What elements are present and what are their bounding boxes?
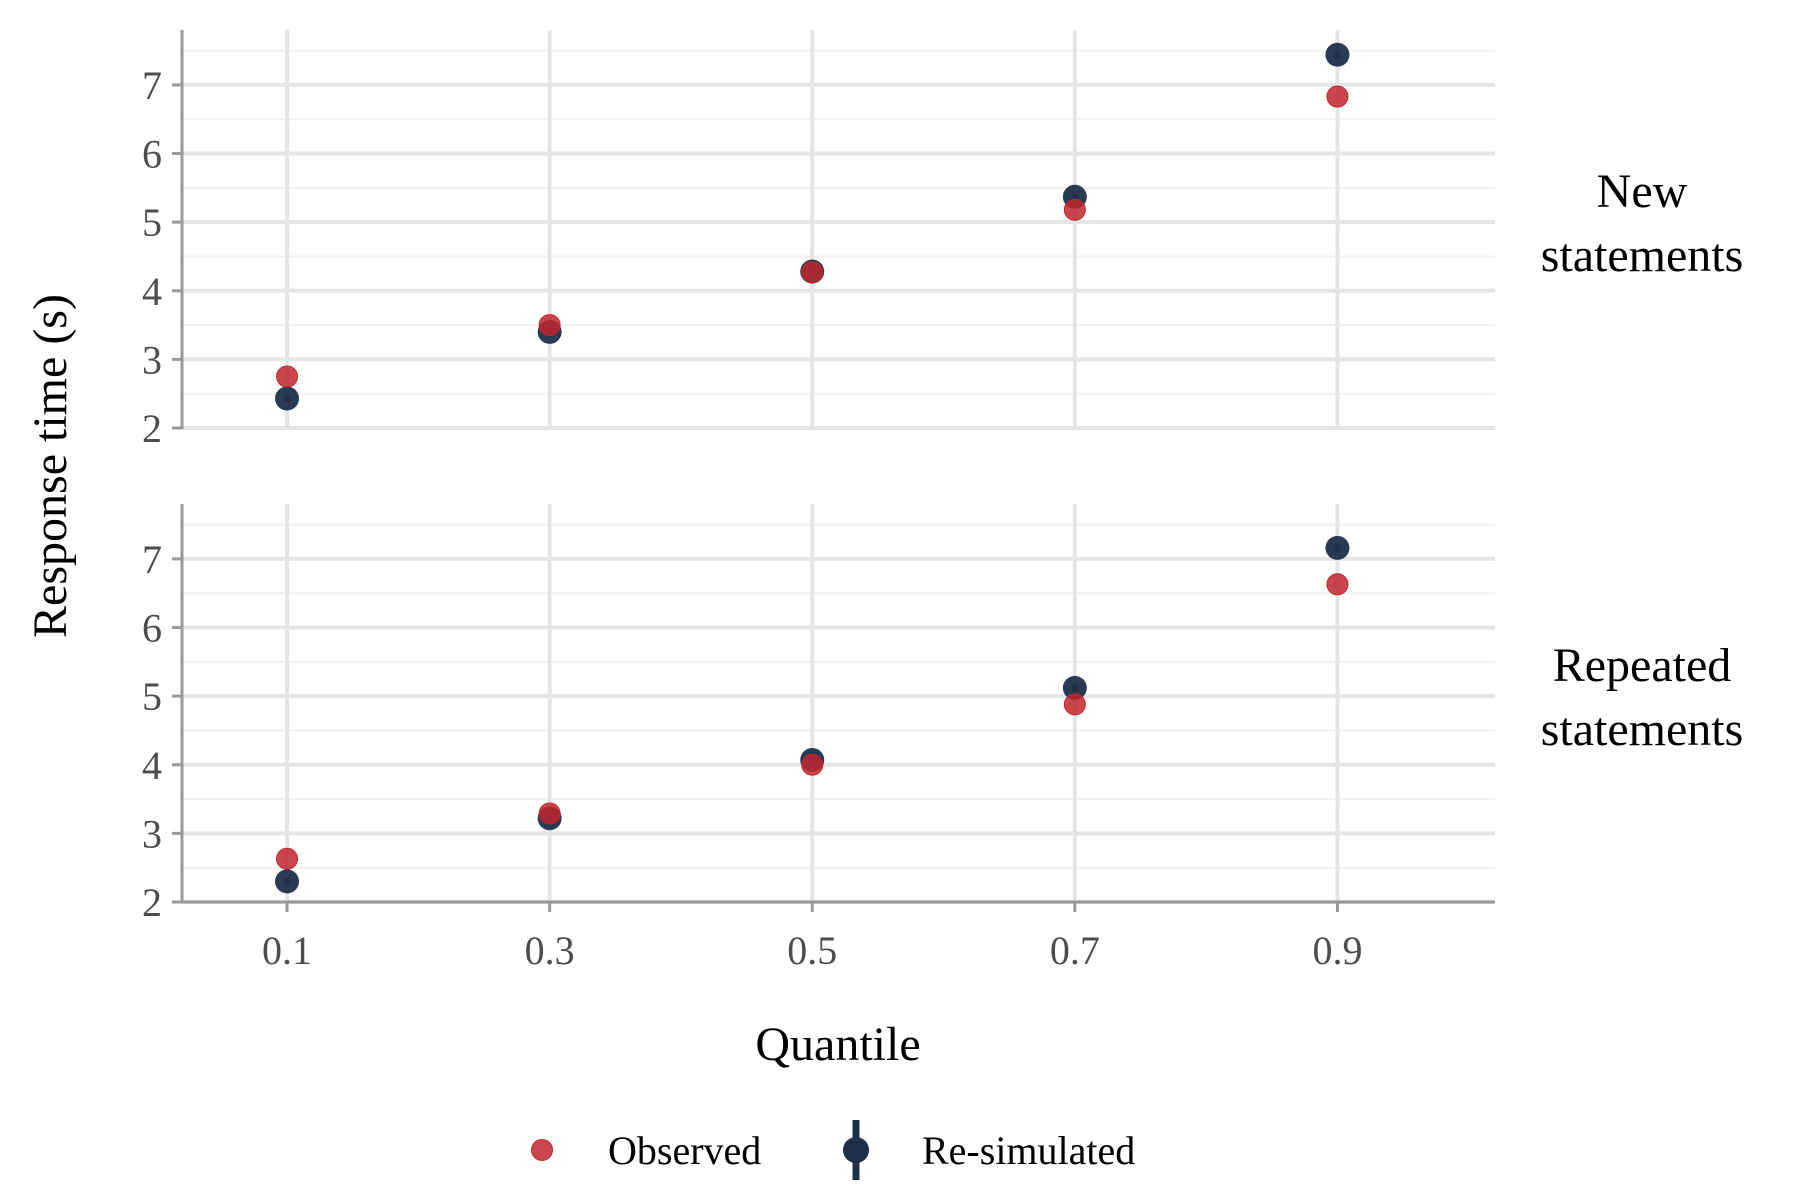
panel-strip-label: statements (1541, 703, 1744, 756)
legend-observed-label: Observed (608, 1128, 761, 1173)
y-tick-label: 6 (142, 132, 162, 177)
panel-strip-label: New (1597, 165, 1688, 218)
legend-resimulated-label: Re-simulated (922, 1128, 1135, 1173)
observed-point (538, 802, 561, 825)
resimulated-point (1325, 535, 1350, 560)
legend: Observed Re-simulated (531, 1120, 1135, 1180)
panel-2: 2 3 4 5 6 7 0.1 0.3 0.5 0.7 0.9 Repeated statements (142, 504, 1743, 973)
y-tick-label: 5 (142, 674, 162, 719)
legend-observed-key (531, 1139, 553, 1161)
x-axis-title: Quantile (755, 1018, 920, 1071)
observed-point (1326, 573, 1349, 596)
observed-point (276, 365, 299, 388)
y-tick-label: 6 (142, 606, 162, 651)
resimulated-point (275, 386, 300, 411)
y-tick-label: 2 (142, 406, 162, 451)
y-tick-label: 3 (142, 337, 162, 382)
panel-strip-label: statements (1541, 229, 1744, 282)
resimulated-point (1062, 675, 1087, 700)
y-tick-label: 4 (142, 743, 162, 788)
y-tick-label: 7 (142, 537, 162, 582)
x-tick-label: 0.9 (1312, 928, 1362, 973)
observed-point (276, 847, 299, 870)
x-tick-label: 0.7 (1050, 928, 1100, 973)
y-axis-title: Response time (s) (24, 294, 77, 638)
x-tick-label: 0.5 (787, 928, 837, 973)
panel-1: 2 3 4 5 6 7 New statements (142, 30, 1743, 451)
observed-point (801, 261, 824, 284)
y-tick-label: 7 (142, 63, 162, 108)
x-tick-label: 0.1 (262, 928, 312, 973)
resimulated-point (1325, 42, 1350, 67)
resimulated-point (275, 869, 300, 894)
y-tick-label: 2 (142, 880, 162, 925)
observed-point (1063, 693, 1086, 716)
y-tick-label: 3 (142, 811, 162, 856)
panel-strip-label: Repeated (1553, 639, 1732, 692)
y-tick-label: 5 (142, 200, 162, 245)
observed-point (538, 314, 561, 337)
observed-point (1063, 198, 1086, 221)
legend-resimulated-key (843, 1137, 869, 1163)
observed-point (801, 753, 824, 776)
x-tick-label: 0.3 (525, 928, 575, 973)
y-tick-label: 4 (142, 269, 162, 314)
observed-point (1326, 85, 1349, 108)
